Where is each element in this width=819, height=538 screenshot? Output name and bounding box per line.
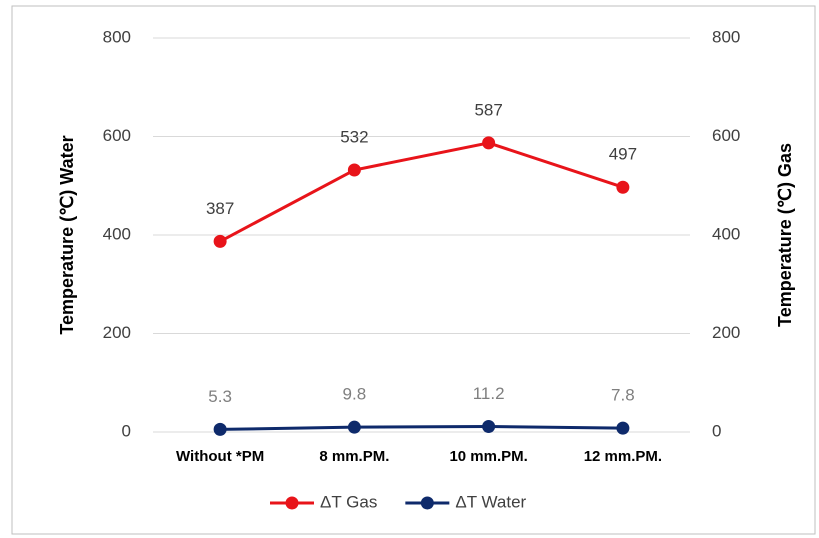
y2-tick-label: 800 <box>712 27 740 46</box>
data-point <box>347 420 361 434</box>
legend-marker <box>285 496 299 510</box>
series-line <box>220 424 623 431</box>
x-tick-label: 10 mm.PM. <box>449 448 527 465</box>
data-label: 497 <box>609 145 637 164</box>
data-label: 387 <box>206 199 234 218</box>
y-tick-label: 200 <box>103 323 131 342</box>
data-point <box>482 419 496 433</box>
y-tick-label: 800 <box>103 27 131 46</box>
y2-tick-label: 600 <box>712 126 740 145</box>
legend-marker <box>420 496 434 510</box>
chart-border <box>11 5 816 535</box>
legend-label: ΔT Gas <box>320 492 377 511</box>
legend-label: ΔT Water <box>455 492 526 511</box>
x-tick-label: 12 mm.PM. <box>584 448 662 465</box>
x-tick-label: Without *PM <box>176 448 264 465</box>
y2-tick-label: 200 <box>712 323 740 342</box>
data-point <box>482 136 496 150</box>
data-point <box>347 163 361 177</box>
data-point <box>213 422 227 436</box>
data-point <box>616 421 630 435</box>
series-line <box>219 141 624 243</box>
data-point <box>213 234 227 248</box>
data-label: 5.3 <box>208 387 232 406</box>
data-label: 587 <box>474 100 502 119</box>
data-point <box>616 180 630 194</box>
y-axis-title: Temperature (℃) Water <box>57 135 77 334</box>
x-tick-label: 8 mm.PM. <box>319 448 389 465</box>
y-tick-label: 0 <box>122 421 131 440</box>
y2-axis-title: Temperature (℃) Gas <box>775 143 795 327</box>
data-label: 532 <box>340 127 368 146</box>
y-tick-label: 400 <box>103 224 131 243</box>
data-label: 11.2 <box>473 384 505 403</box>
y-tick-label: 600 <box>103 126 131 145</box>
y2-tick-label: 400 <box>712 224 740 243</box>
data-label: 7.8 <box>611 386 635 405</box>
y2-tick-label: 0 <box>712 421 721 440</box>
data-label: 9.8 <box>343 385 367 404</box>
